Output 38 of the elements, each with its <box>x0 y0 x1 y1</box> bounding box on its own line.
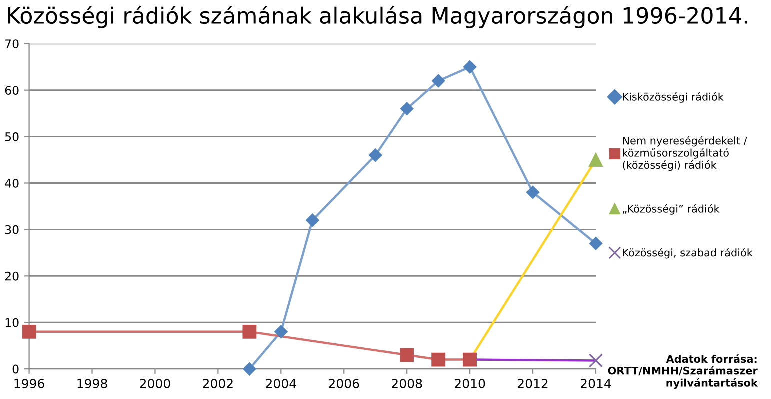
x-tick-label: 1998 <box>78 379 108 388</box>
point <box>369 148 382 162</box>
y-tick-label: 30 <box>5 225 19 234</box>
point <box>589 153 603 167</box>
point <box>400 102 414 116</box>
point <box>526 186 540 200</box>
point <box>463 60 477 74</box>
y-tick-label: 0 <box>12 364 19 374</box>
point <box>274 325 288 338</box>
legend-label: Kisközösségi rádiók <box>623 92 724 103</box>
point <box>400 348 414 362</box>
point <box>589 237 603 250</box>
point <box>432 352 446 367</box>
point <box>463 352 477 367</box>
x-tick-label: 2010 <box>455 379 486 388</box>
point <box>588 354 604 368</box>
chart-title: Közösségi rádiók számának alakulása Magyarországon 1996-2014. <box>8 6 748 28</box>
x-tick-label: 2008 <box>392 379 422 388</box>
y-tick-label: 60 <box>5 86 19 95</box>
x-tick-label: 2000 <box>140 379 170 388</box>
point <box>306 214 320 228</box>
x-tick-label: 2006 <box>329 379 360 388</box>
y-tick-label: 20 <box>5 272 19 281</box>
legend-label: Nem nyereségérdekelt / közműsorszolgáltató (közösségi) rádiók <box>623 136 748 172</box>
point <box>242 324 257 339</box>
y-tick-label: 50 <box>5 132 19 142</box>
y-tick-label: 10 <box>6 318 19 328</box>
x-tick-label: 1996 <box>14 379 44 388</box>
point <box>432 74 446 88</box>
x-tick-label: 2004 <box>266 379 296 388</box>
x-tick-label: 2012 <box>518 379 548 388</box>
point <box>22 324 36 339</box>
y-tick-label: 70 <box>6 40 19 49</box>
legend-label: Közösségi, szabad rádiók <box>623 248 753 259</box>
point <box>243 362 256 376</box>
y-tick-label: 40 <box>5 178 19 188</box>
x-tick-label: 2002 <box>203 379 233 388</box>
legend-label: „Közösségi” rádiók <box>623 204 720 215</box>
